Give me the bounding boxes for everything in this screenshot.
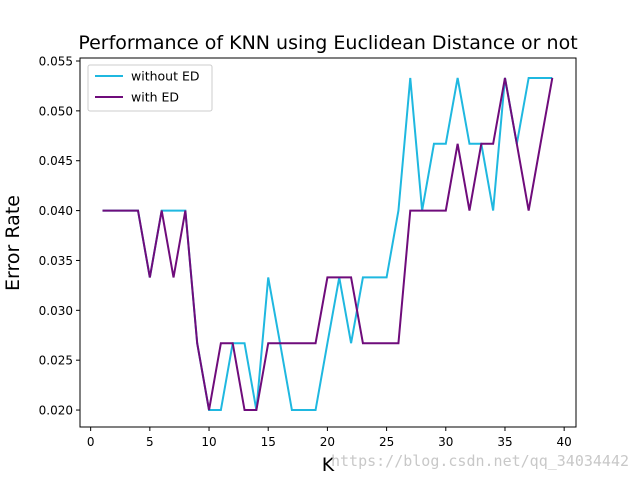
x-tick-label: 30 bbox=[438, 435, 453, 449]
x-tick-label: 25 bbox=[379, 435, 394, 449]
y-tick-label: 0.050 bbox=[39, 104, 73, 118]
legend: without ED with ED bbox=[87, 64, 213, 112]
y-tick-label: 0.030 bbox=[39, 304, 73, 318]
y-axis-label: Error Rate bbox=[2, 195, 24, 291]
watermark-text: https://blog.csdn.net/qq_34034442 bbox=[331, 452, 629, 470]
y-tick-label: 0.035 bbox=[39, 254, 73, 268]
y-tick-label: 0.045 bbox=[39, 154, 73, 168]
x-tick-label: 40 bbox=[557, 435, 572, 449]
chart-title: Performance of KNN using Euclidean Dista… bbox=[78, 32, 577, 54]
x-tick-label: 20 bbox=[320, 435, 335, 449]
plot-area bbox=[80, 58, 576, 427]
x-axis-label: K bbox=[322, 454, 335, 476]
y-tick-label: 0.025 bbox=[39, 354, 73, 368]
series-layer bbox=[102, 76, 554, 412]
x-tick-label: 0 bbox=[87, 435, 95, 449]
legend-label-without-ed: without ED bbox=[131, 69, 200, 84]
series-line-without-ed bbox=[102, 76, 553, 412]
y-tick-label: 0.020 bbox=[39, 404, 73, 418]
x-tick-label: 10 bbox=[201, 435, 216, 449]
x-axis: 0 5 10 15 20 25 30 35 40 bbox=[87, 427, 572, 449]
series-line-with-ed bbox=[102, 77, 554, 412]
y-tick-label: 0.040 bbox=[39, 204, 73, 218]
y-tick-label: 0.055 bbox=[39, 54, 73, 68]
legend-label-with-ed: with ED bbox=[131, 90, 179, 105]
x-tick-label: 35 bbox=[497, 435, 512, 449]
x-tick-label: 15 bbox=[261, 435, 276, 449]
y-axis: 0.020 0.025 0.030 0.035 0.040 0.045 0.050 0.055 bbox=[39, 54, 80, 418]
axes-frame bbox=[79, 57, 577, 428]
x-tick-label: 5 bbox=[146, 435, 154, 449]
